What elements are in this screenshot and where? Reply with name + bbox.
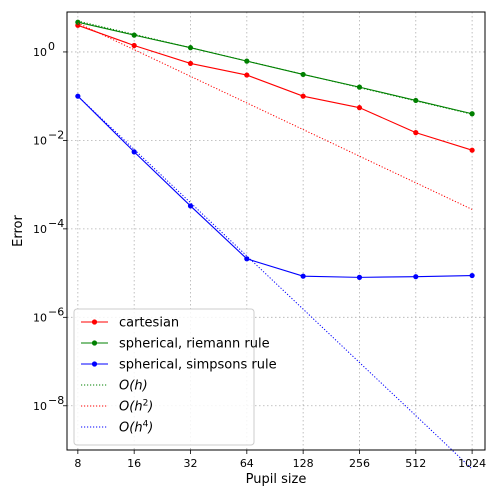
y-tick-label-exponent: −6 — [48, 305, 64, 318]
data-point — [131, 149, 137, 155]
y-tick-label-exponent: −4 — [48, 217, 64, 230]
x-tick-label: 32 — [183, 457, 197, 470]
x-tick-label: 8 — [74, 457, 81, 470]
data-point — [187, 60, 194, 67]
data-point — [187, 45, 194, 51]
y-axis-label: Error — [11, 215, 26, 247]
x-tick-label: 1024 — [458, 457, 486, 470]
y-tick-label-base: 10 — [33, 134, 47, 147]
x-tick-label: 512 — [405, 457, 426, 470]
x-tick-label: 16 — [127, 457, 141, 470]
y-tick-label-exponent: 0 — [48, 40, 55, 53]
y-tick-label-base: 10 — [33, 311, 47, 324]
data-point — [131, 32, 137, 38]
legend: cartesian spherical, riemann rule spherica… — [73, 308, 277, 446]
y-tick-label: 10 0 — [33, 40, 55, 59]
data-point — [413, 274, 419, 280]
legend-box — [73, 308, 255, 446]
data-point — [300, 93, 306, 99]
legend-marker — [91, 340, 98, 346]
legend-label: O(h) — [119, 379, 148, 394]
data-point — [356, 84, 363, 90]
legend-label: O(h4) — [119, 420, 153, 436]
y-tick-label-exponent: −8 — [48, 394, 64, 407]
series-line — [77, 22, 473, 210]
legend-label: spherical, simpsons rule — [119, 358, 277, 373]
series-line — [77, 95, 473, 278]
y-tick-label-exponent: −2 — [48, 128, 64, 141]
x-axis-label: Pupil size — [246, 472, 307, 487]
series-line — [77, 24, 473, 151]
data-point — [244, 72, 250, 78]
series-layer — [75, 19, 475, 470]
data-point — [469, 147, 475, 153]
data-point — [356, 105, 363, 111]
data-point — [187, 203, 194, 209]
data-point — [469, 272, 475, 279]
legend-label: cartesian — [119, 316, 179, 331]
y-tick-label: 10 −2 — [33, 128, 64, 147]
data-point — [244, 58, 250, 64]
x-tick-label: 64 — [240, 457, 254, 470]
x-tick-label: 128 — [293, 457, 314, 470]
y-tick-label-base: 10 — [33, 400, 47, 413]
x-tick-label: 256 — [349, 457, 370, 470]
plot-frame — [66, 11, 486, 451]
legend-label: O(h2) — [119, 399, 153, 415]
series-line — [77, 95, 473, 470]
data-point — [413, 130, 419, 136]
legend-marker — [91, 319, 98, 325]
data-point — [300, 273, 306, 279]
y-tick-label: 10 −4 — [33, 217, 64, 236]
legend-marker — [91, 361, 98, 367]
series-line — [77, 21, 473, 115]
y-tick-label-base: 10 — [33, 223, 47, 236]
data-point — [356, 274, 363, 280]
data-point — [131, 42, 137, 49]
y-tick-label-base: 10 — [33, 46, 47, 59]
y-tick-label: 10 −6 — [33, 305, 64, 324]
y-tick-label: 10 −8 — [33, 394, 64, 413]
legend-label: spherical, riemann rule — [119, 337, 270, 352]
data-point — [75, 19, 81, 25]
